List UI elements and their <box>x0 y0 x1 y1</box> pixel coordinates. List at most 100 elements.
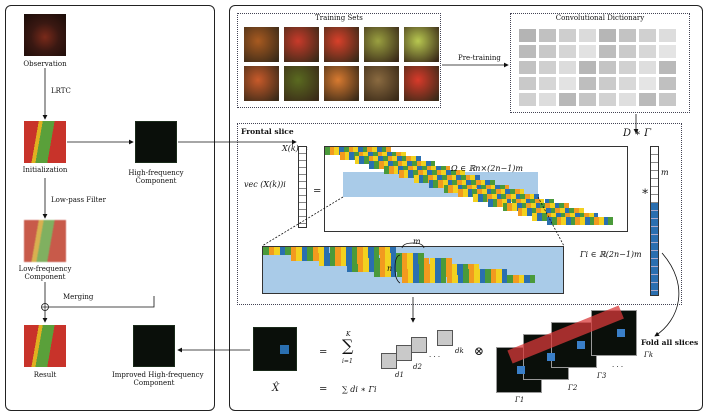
stripe <box>535 203 541 212</box>
stripe <box>474 274 480 283</box>
stripe <box>324 258 330 266</box>
stripe <box>436 165 441 174</box>
stripe <box>403 170 409 179</box>
stripe <box>608 217 614 226</box>
stripe <box>386 147 391 155</box>
stripe <box>481 184 486 193</box>
stripe <box>402 269 408 277</box>
stripe <box>343 147 349 155</box>
dictionary-atom <box>518 76 537 91</box>
stripe <box>390 247 396 255</box>
stripe <box>537 212 542 221</box>
stripe <box>401 156 407 165</box>
stripe <box>301 252 308 261</box>
stripe <box>468 274 475 283</box>
stripe <box>496 189 501 198</box>
stripe <box>354 156 360 165</box>
stripe <box>456 179 462 188</box>
low-frequency-label-2: Component <box>24 273 66 281</box>
dictionary-atom <box>598 92 617 107</box>
xk-label: X(k) = <box>282 144 309 153</box>
stripe <box>500 189 506 198</box>
stripe <box>415 156 421 165</box>
stripe <box>570 212 575 221</box>
observation-label: Observation <box>23 60 67 68</box>
stripe <box>500 184 505 193</box>
stripe <box>457 269 463 277</box>
stripe <box>524 274 530 283</box>
stripe <box>435 258 441 266</box>
stripe <box>485 269 491 277</box>
stripe <box>379 269 386 277</box>
equals-label: = <box>313 186 322 197</box>
vec-label: vec (X(k))i <box>244 180 286 189</box>
stripe <box>450 170 456 179</box>
stripe <box>307 252 313 261</box>
stripe <box>438 179 443 188</box>
stripe <box>376 147 382 155</box>
stripe <box>346 247 352 255</box>
stripe <box>564 207 570 216</box>
stripe <box>362 147 368 155</box>
stripe <box>480 179 486 188</box>
stripe <box>545 203 550 212</box>
gamma-dots: · · · <box>612 363 624 371</box>
stripe <box>452 184 458 193</box>
stripe <box>399 170 404 179</box>
conv-dictionary-title: Convolutional Dictionary <box>555 14 645 22</box>
stripe <box>456 175 461 184</box>
stripe <box>501 274 508 283</box>
stripe <box>340 258 347 266</box>
stripe <box>368 151 373 160</box>
stripe <box>397 156 402 165</box>
improved-high-frequency-image <box>133 325 175 367</box>
stripe <box>541 207 546 216</box>
stripe <box>531 207 537 216</box>
stripe <box>374 161 379 170</box>
stripe <box>529 193 535 202</box>
stripe <box>368 258 375 266</box>
stripe <box>363 151 369 160</box>
stripe <box>383 161 389 170</box>
stripe <box>378 161 384 170</box>
stripe <box>578 207 584 216</box>
stripe <box>535 198 540 207</box>
stripe <box>358 147 363 155</box>
stripe <box>468 269 475 277</box>
stripe <box>546 212 552 221</box>
stripe <box>435 263 441 272</box>
stripe <box>507 203 513 212</box>
stripe <box>446 263 452 272</box>
stripe <box>384 247 391 255</box>
stripe <box>531 203 536 212</box>
filter-dots: · · · <box>429 353 441 361</box>
stripe <box>446 274 453 283</box>
stripe <box>574 207 579 216</box>
stripe <box>534 193 540 202</box>
stripe <box>432 175 438 184</box>
stripe <box>441 170 447 179</box>
fold-all-label: Fold all slices <box>641 338 699 347</box>
stripe <box>416 161 422 170</box>
stripe <box>506 193 511 202</box>
stripe <box>403 165 408 174</box>
stripe <box>379 263 386 272</box>
stripe <box>470 175 476 184</box>
stripe <box>487 193 492 202</box>
stripe <box>421 161 426 170</box>
stripe <box>324 252 330 261</box>
stripe <box>532 212 538 221</box>
filter-d2 <box>396 345 412 361</box>
merging-label: Merging <box>63 293 94 301</box>
stripe <box>418 175 424 184</box>
stripe <box>551 212 556 221</box>
stripe <box>512 203 517 212</box>
stripe <box>413 175 419 184</box>
stripe <box>424 263 430 272</box>
stripe <box>461 179 467 188</box>
training-sets-title: Training Sets <box>315 14 363 22</box>
stripe <box>433 179 439 188</box>
stripe <box>487 198 493 207</box>
initialization-label: Initialization <box>22 166 68 174</box>
stripe <box>339 147 344 155</box>
